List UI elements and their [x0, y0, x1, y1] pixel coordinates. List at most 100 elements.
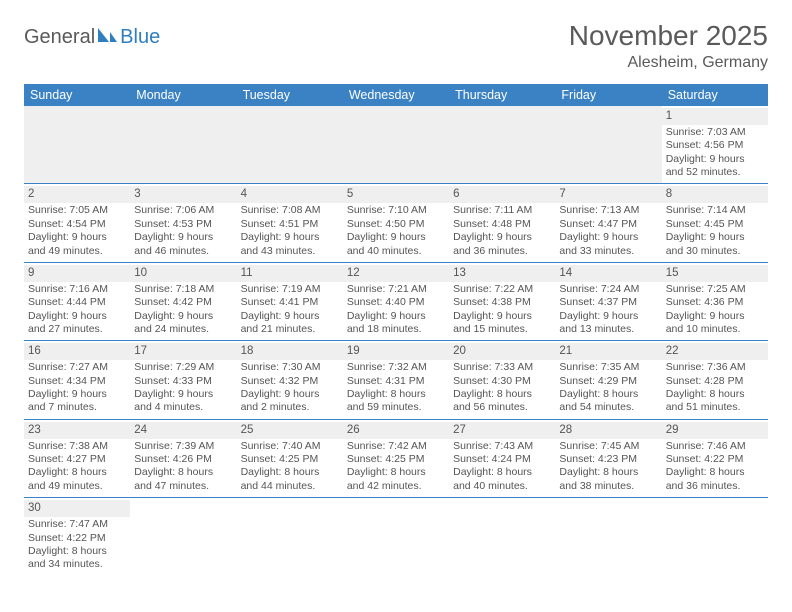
logo-text-general: General	[24, 26, 95, 49]
daylight-text: Daylight: 8 hours and 47 minutes.	[134, 466, 232, 493]
day-cell: 17Sunrise: 7:29 AMSunset: 4:33 PMDayligh…	[130, 341, 236, 418]
sunrise-text: Sunrise: 7:16 AM	[28, 283, 126, 296]
daylight-text: Daylight: 9 hours and 2 minutes.	[241, 388, 339, 415]
day-cell: 25Sunrise: 7:40 AMSunset: 4:25 PMDayligh…	[237, 420, 343, 497]
day-cell: 14Sunrise: 7:24 AMSunset: 4:37 PMDayligh…	[555, 263, 661, 340]
day-cell: 3Sunrise: 7:06 AMSunset: 4:53 PMDaylight…	[130, 184, 236, 261]
daylight-text: Daylight: 8 hours and 42 minutes.	[347, 466, 445, 493]
day-cell: 11Sunrise: 7:19 AMSunset: 4:41 PMDayligh…	[237, 263, 343, 340]
sunrise-text: Sunrise: 7:40 AM	[241, 440, 339, 453]
sunrise-text: Sunrise: 7:10 AM	[347, 204, 445, 217]
sunset-text: Sunset: 4:25 PM	[347, 453, 445, 466]
daylight-text: Daylight: 9 hours and 36 minutes.	[453, 231, 551, 258]
daylight-text: Daylight: 9 hours and 43 minutes.	[241, 231, 339, 258]
empty-cell	[449, 106, 555, 183]
sunset-text: Sunset: 4:53 PM	[134, 218, 232, 231]
day-number: 2	[24, 186, 130, 203]
daylight-text: Daylight: 8 hours and 40 minutes.	[453, 466, 551, 493]
sunset-text: Sunset: 4:23 PM	[559, 453, 657, 466]
day-number: 4	[237, 186, 343, 203]
daylight-text: Daylight: 9 hours and 24 minutes.	[134, 310, 232, 337]
dow-saturday: Saturday	[662, 84, 768, 106]
sunset-text: Sunset: 4:33 PM	[134, 375, 232, 388]
day-cell: 27Sunrise: 7:43 AMSunset: 4:24 PMDayligh…	[449, 420, 555, 497]
day-number: 15	[662, 265, 768, 282]
day-cell: 20Sunrise: 7:33 AMSunset: 4:30 PMDayligh…	[449, 341, 555, 418]
day-cell: 24Sunrise: 7:39 AMSunset: 4:26 PMDayligh…	[130, 420, 236, 497]
sunrise-text: Sunrise: 7:27 AM	[28, 361, 126, 374]
sunset-text: Sunset: 4:51 PM	[241, 218, 339, 231]
header: General Blue November 2025 Alesheim, Ger…	[24, 20, 768, 72]
dow-row: SundayMondayTuesdayWednesdayThursdayFrid…	[24, 84, 768, 106]
day-number: 13	[449, 265, 555, 282]
sunrise-text: Sunrise: 7:36 AM	[666, 361, 764, 374]
dow-sunday: Sunday	[24, 84, 130, 106]
sunrise-text: Sunrise: 7:21 AM	[347, 283, 445, 296]
day-cell: 29Sunrise: 7:46 AMSunset: 4:22 PMDayligh…	[662, 420, 768, 497]
day-number: 26	[343, 422, 449, 439]
sunset-text: Sunset: 4:54 PM	[28, 218, 126, 231]
empty-cell	[130, 106, 236, 183]
sunset-text: Sunset: 4:34 PM	[28, 375, 126, 388]
logo-text-blue: Blue	[120, 26, 160, 49]
day-number: 25	[237, 422, 343, 439]
sunset-text: Sunset: 4:24 PM	[453, 453, 551, 466]
day-cell: 4Sunrise: 7:08 AMSunset: 4:51 PMDaylight…	[237, 184, 343, 261]
daylight-text: Daylight: 8 hours and 34 minutes.	[28, 545, 126, 572]
daylight-text: Daylight: 9 hours and 15 minutes.	[453, 310, 551, 337]
sunrise-text: Sunrise: 7:19 AM	[241, 283, 339, 296]
daylight-text: Daylight: 9 hours and 30 minutes.	[666, 231, 764, 258]
sunrise-text: Sunrise: 7:22 AM	[453, 283, 551, 296]
daylight-text: Daylight: 9 hours and 52 minutes.	[666, 153, 764, 180]
daylight-text: Daylight: 8 hours and 49 minutes.	[28, 466, 126, 493]
dow-tuesday: Tuesday	[237, 84, 343, 106]
sunset-text: Sunset: 4:37 PM	[559, 296, 657, 309]
sunset-text: Sunset: 4:38 PM	[453, 296, 551, 309]
empty-cell	[555, 498, 661, 575]
sunset-text: Sunset: 4:56 PM	[666, 139, 764, 152]
sunrise-text: Sunrise: 7:45 AM	[559, 440, 657, 453]
day-cell: 10Sunrise: 7:18 AMSunset: 4:42 PMDayligh…	[130, 263, 236, 340]
daylight-text: Daylight: 8 hours and 38 minutes.	[559, 466, 657, 493]
sunset-text: Sunset: 4:28 PM	[666, 375, 764, 388]
day-number: 3	[130, 186, 236, 203]
day-number: 8	[662, 186, 768, 203]
week-row: 2Sunrise: 7:05 AMSunset: 4:54 PMDaylight…	[24, 184, 768, 262]
daylight-text: Daylight: 8 hours and 36 minutes.	[666, 466, 764, 493]
day-number: 24	[130, 422, 236, 439]
day-cell: 22Sunrise: 7:36 AMSunset: 4:28 PMDayligh…	[662, 341, 768, 418]
week-row: 30Sunrise: 7:47 AMSunset: 4:22 PMDayligh…	[24, 498, 768, 575]
logo: General Blue	[24, 26, 160, 49]
day-number: 1	[662, 108, 768, 125]
sunset-text: Sunset: 4:50 PM	[347, 218, 445, 231]
day-cell: 1Sunrise: 7:03 AMSunset: 4:56 PMDaylight…	[662, 106, 768, 183]
sunrise-text: Sunrise: 7:47 AM	[28, 518, 126, 531]
dow-friday: Friday	[555, 84, 661, 106]
sunset-text: Sunset: 4:31 PM	[347, 375, 445, 388]
day-cell: 19Sunrise: 7:32 AMSunset: 4:31 PMDayligh…	[343, 341, 449, 418]
week-row: 23Sunrise: 7:38 AMSunset: 4:27 PMDayligh…	[24, 420, 768, 498]
day-number: 27	[449, 422, 555, 439]
day-cell: 7Sunrise: 7:13 AMSunset: 4:47 PMDaylight…	[555, 184, 661, 261]
day-cell: 5Sunrise: 7:10 AMSunset: 4:50 PMDaylight…	[343, 184, 449, 261]
week-row: 9Sunrise: 7:16 AMSunset: 4:44 PMDaylight…	[24, 263, 768, 341]
daylight-text: Daylight: 9 hours and 21 minutes.	[241, 310, 339, 337]
dow-thursday: Thursday	[449, 84, 555, 106]
day-number: 6	[449, 186, 555, 203]
sunrise-text: Sunrise: 7:03 AM	[666, 126, 764, 139]
empty-cell	[237, 106, 343, 183]
day-cell: 9Sunrise: 7:16 AMSunset: 4:44 PMDaylight…	[24, 263, 130, 340]
day-number: 10	[130, 265, 236, 282]
sunrise-text: Sunrise: 7:46 AM	[666, 440, 764, 453]
day-number: 16	[24, 343, 130, 360]
day-cell: 15Sunrise: 7:25 AMSunset: 4:36 PMDayligh…	[662, 263, 768, 340]
day-number: 9	[24, 265, 130, 282]
sunset-text: Sunset: 4:29 PM	[559, 375, 657, 388]
empty-cell	[130, 498, 236, 575]
sunrise-text: Sunrise: 7:08 AM	[241, 204, 339, 217]
empty-cell	[343, 106, 449, 183]
calendar: SundayMondayTuesdayWednesdayThursdayFrid…	[24, 84, 768, 576]
sunset-text: Sunset: 4:40 PM	[347, 296, 445, 309]
sunset-text: Sunset: 4:47 PM	[559, 218, 657, 231]
daylight-text: Daylight: 9 hours and 4 minutes.	[134, 388, 232, 415]
